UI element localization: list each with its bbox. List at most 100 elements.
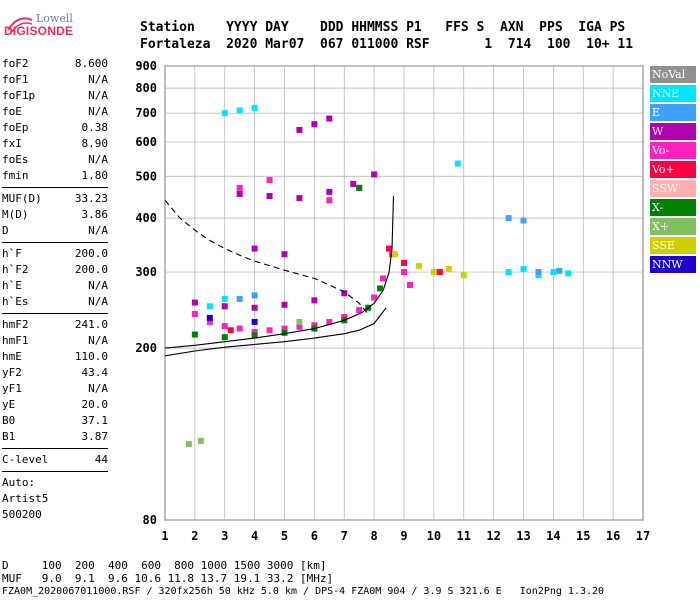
data-point [191,299,198,306]
param-value: 0.38 [81,121,109,134]
x-tick-label: 15 [576,529,590,543]
param-value: 20.0 [81,398,109,411]
data-point [197,437,204,444]
param-name: h`E [2,279,22,292]
param-name: hmE [2,350,22,363]
data-point [371,294,378,301]
param-value: 200.0 [74,263,108,276]
footer-distance-row: D 100 200 400 600 800 1000 1500 3000 [km… [2,559,327,572]
x-tick-label: 2 [191,529,198,543]
param-row: M(D) 3.86 [2,207,108,223]
data-point [520,265,527,272]
data-point [221,303,228,310]
footer-muf-row: MUF 9.0 9.1 9.6 10.6 11.8 13.7 19.1 33.2… [2,572,334,585]
data-point [185,440,192,447]
y-tick-label: 300 [135,265,157,279]
auto-scaler-info: Artist5 [2,492,49,505]
param-name: h`F2 [2,263,29,276]
data-point [191,331,198,338]
legend-item: SSE [650,237,696,254]
param-row: hmF1 N/A [2,333,108,349]
x-tick-label: 4 [251,529,258,543]
legend-item: NNW [650,256,696,273]
param-separator [2,448,108,449]
param-row: foE N/A [2,104,108,120]
data-point [460,272,467,279]
data-point [565,270,572,277]
profile-trace [164,195,395,349]
legend-item: W [650,123,696,140]
param-value: 43.4 [81,366,109,379]
data-point [415,262,422,269]
y-tick-label: 80 [143,513,157,527]
parameter-table: foF2 8.600 foF1 N/A foF1p N/A foE N/A foEp 0.38 fx… [2,56,108,523]
x-tick-label: 9 [400,529,407,543]
param-value: 3.86 [81,208,109,221]
data-point [454,160,461,167]
data-point [550,269,557,276]
y-tick-label: 600 [135,135,157,149]
param-value: N/A [88,279,108,292]
data-point [296,323,303,330]
param-name: foF1 [2,73,29,86]
param-value: 37.1 [81,414,109,427]
param-value: N/A [88,295,108,308]
param-row: foEp 0.38 [2,120,108,136]
param-row: B0 37.1 [2,413,108,429]
data-point [221,323,228,330]
data-point [386,245,393,252]
data-point [221,110,228,117]
param-row: h`F 200.0 [2,246,108,262]
param-value: N/A [88,153,108,166]
header-line-1: Station YYYY DAY DDD HHMMSS P1 FFS S AXN… [140,20,626,35]
data-point [505,215,512,222]
param-row: B1 3.87 [2,429,108,445]
param-value: 8.90 [81,137,109,150]
data-point [311,322,318,329]
param-row: hmE 110.0 [2,349,108,365]
profile-trace [164,307,387,357]
data-point [221,295,228,302]
param-name: foF2 [2,57,29,70]
logo-lowell: Lowell [36,12,73,25]
data-point [281,329,288,336]
data-point [326,197,333,204]
data-point [296,195,303,202]
x-tick-label: 10 [427,529,441,543]
data-point [326,188,333,195]
param-value: 110.0 [74,350,108,363]
logo-arcs [7,17,33,33]
param-name: fmin [2,169,29,182]
data-point [251,245,258,252]
data-point [556,267,563,274]
param-separator [2,471,108,472]
y-tick-label: 700 [135,106,157,120]
param-name: fxI [2,137,22,150]
param-name: h`Es [2,295,29,308]
auto-scaler-info: 500200 [2,508,42,521]
data-point [401,269,407,276]
data-point [206,318,213,325]
param-row: MUF(D) 33.23 [2,191,108,207]
param-value: 33.23 [74,192,108,205]
param-value: N/A [88,224,108,237]
param-row: h`F2 200.0 [2,262,108,278]
data-point [311,297,318,304]
data-point [236,107,243,114]
legend-item: SSW [650,180,696,197]
param-name: hmF1 [2,334,29,347]
x-tick-label: 3 [221,529,228,543]
x-tick-label: 6 [311,529,318,543]
data-point [251,318,258,325]
legend-item: Vo+ [650,161,696,178]
param-row: yE 20.0 [2,397,108,413]
param-value: N/A [88,89,108,102]
data-point [296,126,303,133]
data-point [281,325,288,332]
data-point [281,251,288,258]
x-tick-label: 7 [341,529,348,543]
data-point [311,121,318,128]
data-point [326,318,333,325]
ionogram-chart: 1 2 3 4 5 6 7 8 9 10 11 12 13 14 15 16 17802003004005006… [135,59,650,543]
data-point [236,325,243,332]
